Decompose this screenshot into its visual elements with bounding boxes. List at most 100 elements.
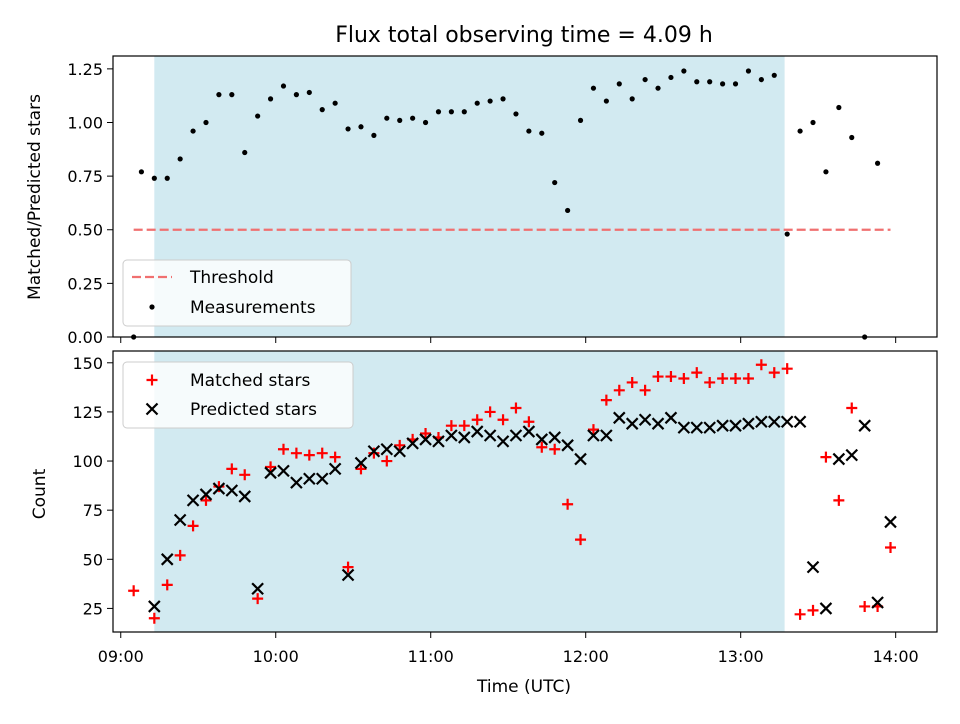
legend-predicted-label: Predicted stars xyxy=(190,400,317,420)
matched-stars-point xyxy=(665,371,677,383)
measurement-point xyxy=(267,96,274,102)
matched-stars-point xyxy=(394,439,406,451)
measurement-point xyxy=(203,119,209,126)
matched-stars-point xyxy=(342,561,354,573)
measurement-point xyxy=(603,98,609,104)
legend-box xyxy=(122,259,352,327)
matched-stars-point xyxy=(458,420,470,432)
matched-stars-point xyxy=(794,608,806,620)
top-y-tick-label: 1.00 xyxy=(67,113,103,132)
top-y-tick-label: 0.50 xyxy=(67,221,103,240)
measurement-point xyxy=(745,68,752,74)
top-y-tick-label: 1.25 xyxy=(67,60,103,79)
measurement-point xyxy=(577,117,584,123)
predicted-stars-point xyxy=(806,560,820,574)
matched-stars-point xyxy=(239,469,251,481)
measurement-point xyxy=(771,72,777,78)
predicted-stars-point xyxy=(574,452,587,466)
predicted-stars-point xyxy=(832,452,846,466)
top-y-axis-label: Matched/Predicted stars xyxy=(25,94,45,300)
matched-stars-point xyxy=(252,593,264,605)
measurement-point xyxy=(823,169,829,175)
bottom-y-axis-label: Count xyxy=(30,468,50,519)
predicted-stars-point xyxy=(535,433,549,446)
matched-stars-point xyxy=(213,481,225,493)
matched-stars-point xyxy=(678,373,690,385)
predicted-stars-point xyxy=(509,429,523,442)
measurement-point xyxy=(358,124,364,130)
predicted-stars-point xyxy=(186,494,200,507)
measurement-point xyxy=(293,92,299,98)
matched-stars-point xyxy=(781,363,793,375)
predicted-stars-point xyxy=(354,456,368,470)
top-y-tick-label: 0.00 xyxy=(67,328,103,347)
x-tick-label: 10:00 xyxy=(253,647,299,666)
matched-stars-point xyxy=(613,384,625,396)
predicted-stars-point xyxy=(251,582,264,596)
top-y-tick-label: 0.75 xyxy=(67,167,103,186)
measurement-point xyxy=(487,98,493,104)
matched-stars-point xyxy=(265,461,277,473)
measurement-point xyxy=(190,128,196,134)
predicted-stars-point xyxy=(780,415,794,429)
matched-stars-point xyxy=(833,494,845,506)
bottom-y-tick-label: 100 xyxy=(72,452,103,471)
x-tick-label: 13:00 xyxy=(718,647,764,666)
matched-stars-point xyxy=(200,494,212,506)
matched-stars-point xyxy=(691,367,703,379)
predicted-stars-point xyxy=(819,602,833,615)
measurement-point xyxy=(836,104,842,111)
matched-stars-point xyxy=(549,443,561,455)
predicted-stars-point xyxy=(173,513,187,527)
matched-stars-point xyxy=(885,542,897,554)
measurement-point xyxy=(526,128,532,134)
chart-title: Flux total observing time = 4.09 h xyxy=(335,23,713,48)
measurement-point xyxy=(216,92,222,98)
predicted-stars-point xyxy=(729,419,742,432)
predicted-stars-point xyxy=(548,431,561,444)
matched-stars-point xyxy=(575,534,587,546)
predicted-stars-point xyxy=(522,425,536,438)
predicted-stars-point xyxy=(303,472,316,486)
measurement-point xyxy=(474,100,480,106)
matched-stars-point xyxy=(445,420,457,432)
legend-measurements-label: Measurements xyxy=(190,298,316,318)
bottom-y-tick-label: 150 xyxy=(72,354,103,373)
bottom-y-tick-label: 75 xyxy=(83,501,103,520)
measurement-point xyxy=(319,107,325,113)
matched-stars-point xyxy=(161,579,173,591)
predicted-stars-point xyxy=(212,482,226,495)
measurement-point xyxy=(164,175,170,181)
measurement-point xyxy=(422,119,429,126)
measurement-point xyxy=(552,179,558,186)
top-panel: 0.00 0.25 0.50 0.75 1.00 1.25 Threshold Measure… xyxy=(67,55,938,347)
matched-stars-point xyxy=(587,424,599,436)
bottom-legend: Matched stars Predicted stars xyxy=(122,361,354,429)
measurement-point xyxy=(590,85,597,91)
legend-box xyxy=(122,361,354,429)
measurement-point xyxy=(242,149,248,156)
predicted-stars-point xyxy=(767,415,781,429)
matched-stars-point xyxy=(730,373,742,385)
measurement-point xyxy=(732,81,739,87)
matched-stars-point xyxy=(523,416,535,428)
bottom-panel: 25 50 75 100 125 150 09:00 10:00 11:00 12:00 13:00… xyxy=(72,350,938,666)
legend-matched-label: Matched stars xyxy=(190,371,310,391)
bottom-y-tick-label: 25 xyxy=(83,599,103,618)
measurement-point xyxy=(707,79,713,85)
legend-threshold-label: Threshold xyxy=(189,268,274,288)
measurement-point xyxy=(384,115,390,121)
predicted-stars-point xyxy=(148,600,161,613)
predicted-stars-point xyxy=(483,429,497,442)
predicted-stars-point xyxy=(690,421,704,434)
measurement-point xyxy=(255,113,261,119)
legend-measurements-swatch xyxy=(149,304,155,310)
measurement-point xyxy=(694,79,700,85)
predicted-stars-point xyxy=(328,462,342,476)
predicted-stars-point xyxy=(613,411,626,425)
predicted-stars-point xyxy=(238,490,252,503)
matched-stars-point xyxy=(755,359,767,371)
predicted-stars-point xyxy=(561,439,574,452)
predicted-stars-point xyxy=(884,515,897,529)
